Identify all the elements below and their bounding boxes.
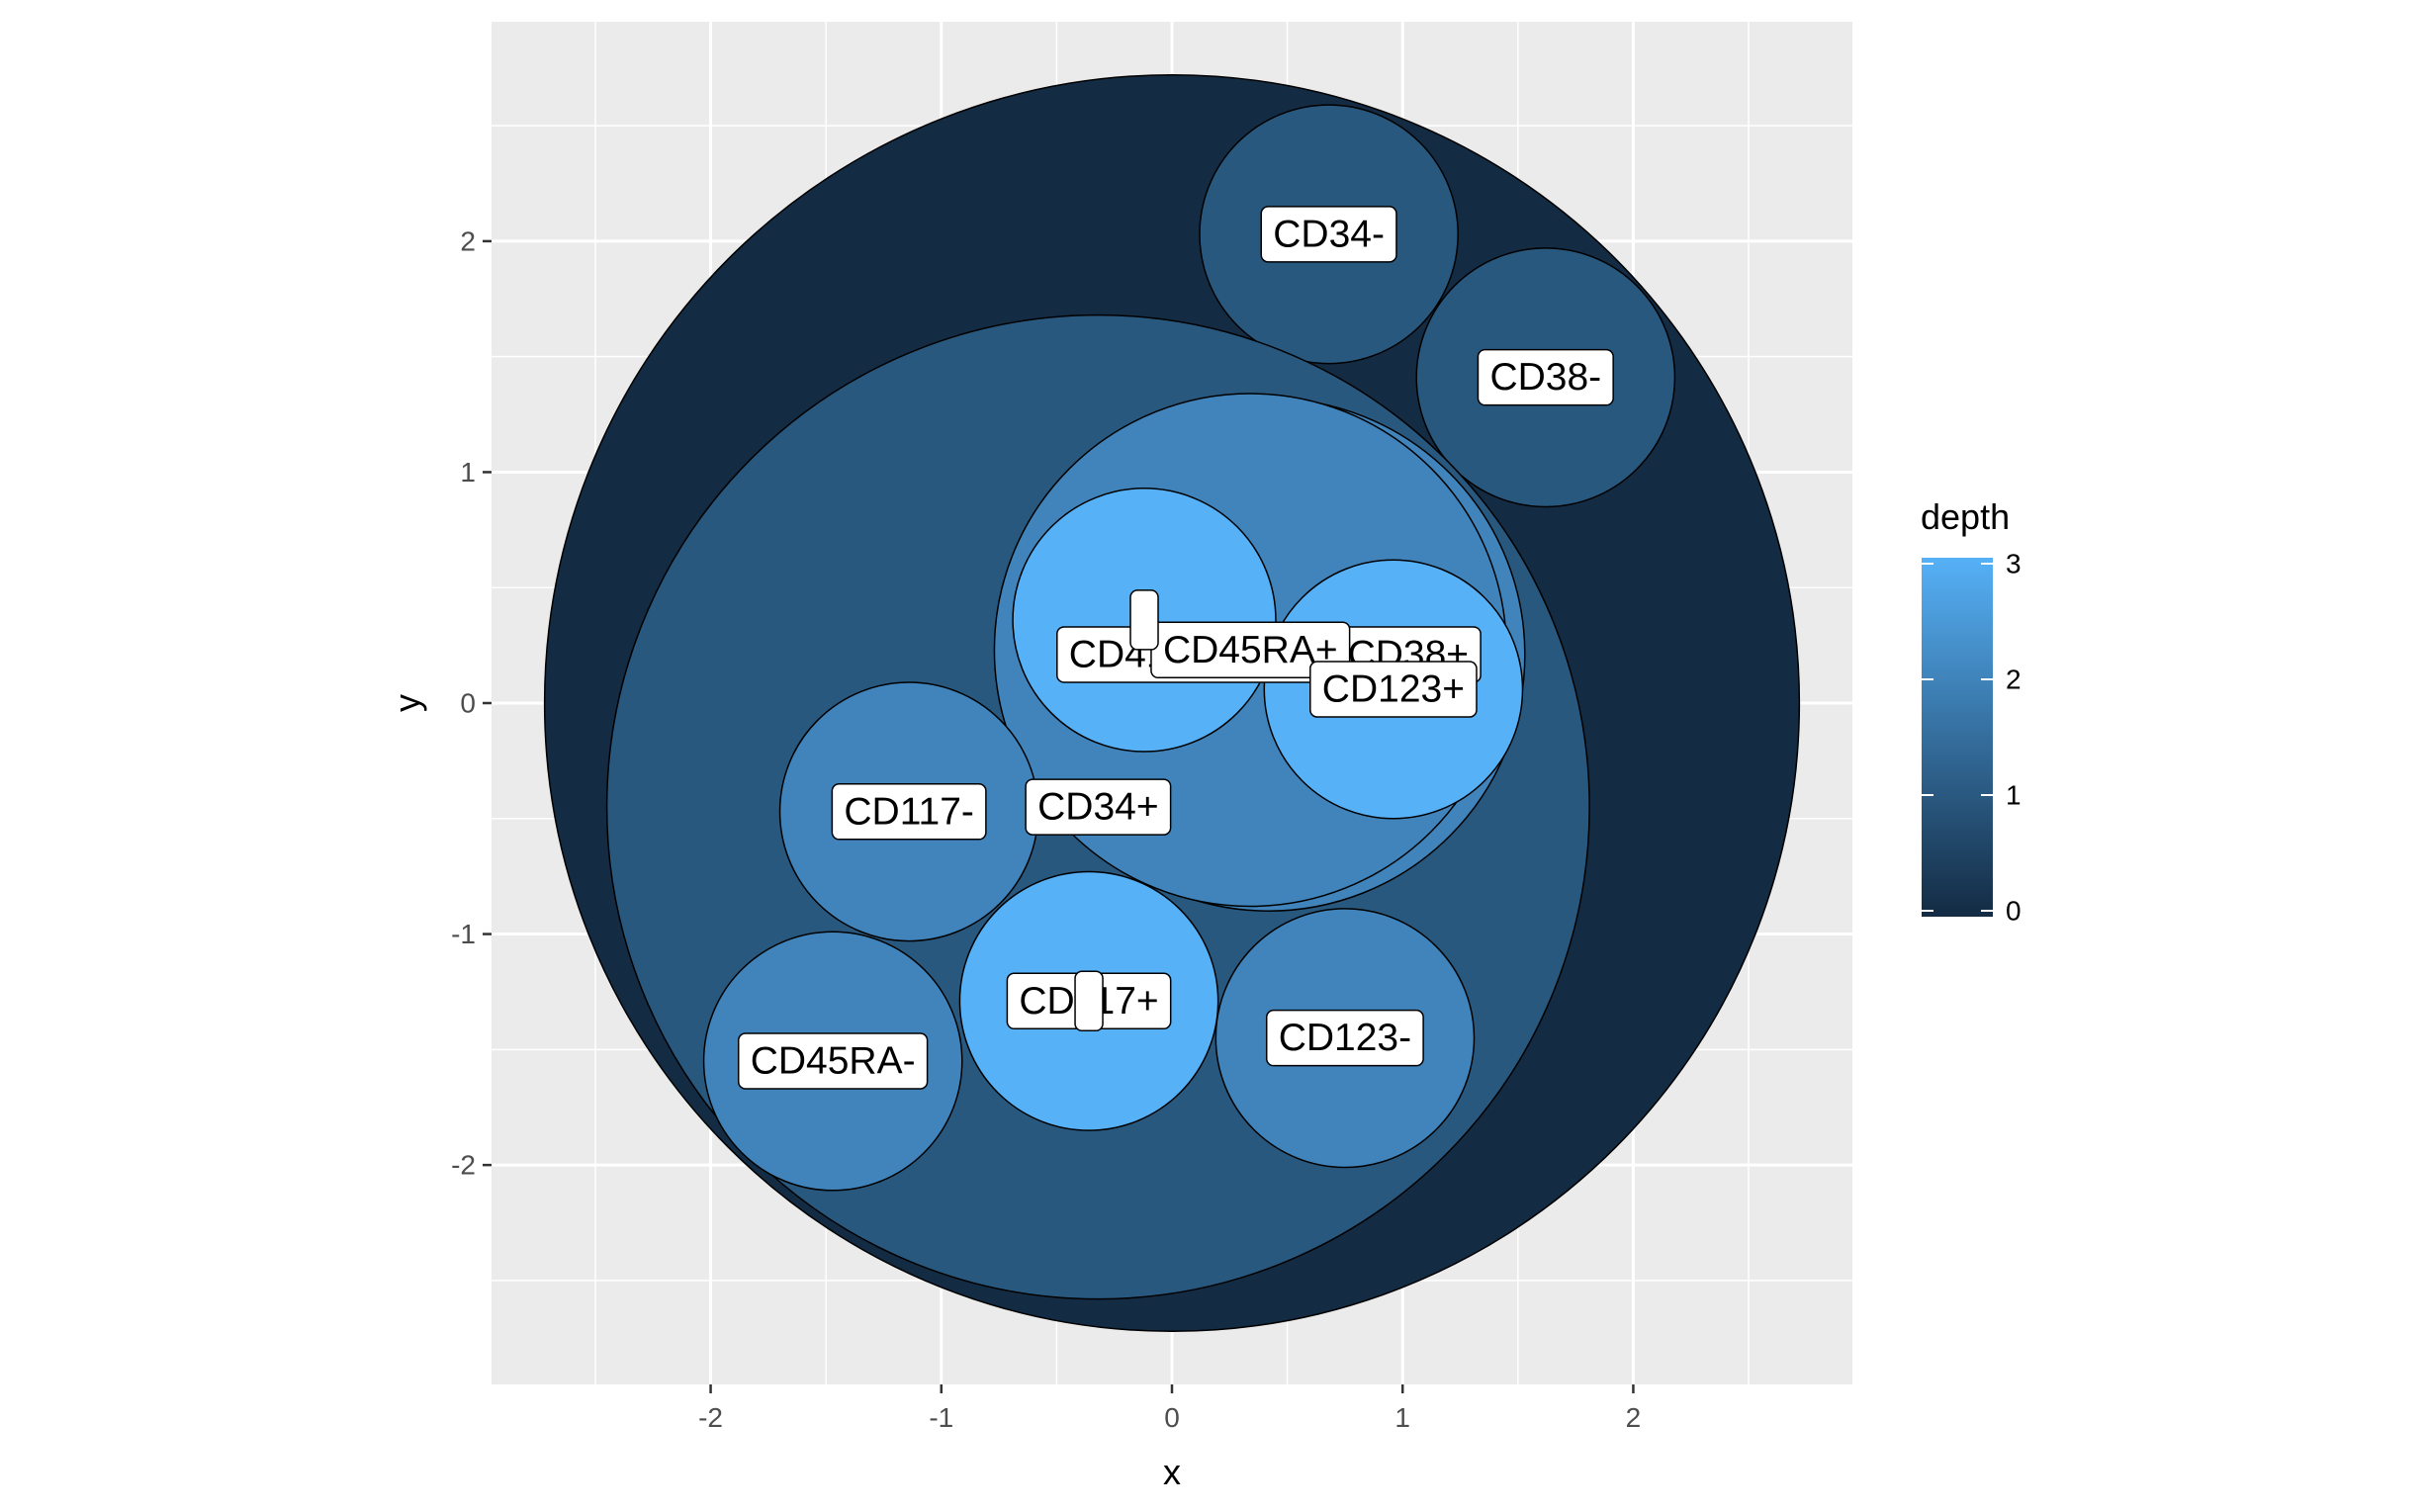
label-box	[1260, 206, 1397, 263]
circle-label: CD45RA+	[1150, 621, 1351, 679]
label-text: CD34+	[1037, 786, 1158, 829]
x-tick-label: 0	[1164, 1402, 1180, 1433]
label-text: CD123+	[1322, 667, 1465, 710]
label-box	[1074, 970, 1104, 1032]
y-tick-label: -2	[451, 1150, 476, 1181]
circle-label: CD34-	[1260, 206, 1397, 263]
legend-tick-label: 0	[2006, 896, 2022, 927]
y-axis: -2 -1 0 1 2	[451, 225, 492, 1181]
label-box	[1129, 589, 1159, 651]
label-text: CD45RA-	[751, 1040, 916, 1083]
circle-nodes	[543, 73, 1801, 1333]
label-box	[831, 783, 987, 841]
circle-label: CD123-	[1265, 1009, 1424, 1067]
legend: depth 0 1 2 3	[1921, 496, 2022, 927]
label-text: CD123-	[1279, 1017, 1411, 1059]
y-tick-label: -1	[451, 919, 476, 949]
label-box	[1309, 661, 1478, 718]
circle-labels: CD34-CD38-CD34+CD41hi CD61hi CD38+CD45RA…	[737, 206, 1614, 1090]
label-box	[1477, 348, 1614, 406]
label-box	[1265, 1009, 1424, 1067]
legend-tick-label: 1	[2006, 780, 2022, 811]
circle-label	[1074, 970, 1104, 1032]
label-text: CD45RA+	[1163, 629, 1338, 671]
x-tick-label: -1	[929, 1402, 953, 1433]
y-tick-label: 0	[460, 688, 476, 719]
circle-label: CD45RA-	[737, 1032, 929, 1090]
label-box	[1025, 778, 1172, 836]
x-tick-label: -2	[698, 1402, 723, 1433]
circle-label: CD117-	[831, 783, 987, 841]
x-axis-title: x	[1163, 1452, 1181, 1492]
label-text: CD38-	[1489, 356, 1601, 399]
circle-label: CD123+	[1309, 661, 1478, 718]
circle-label: CD38-	[1477, 348, 1614, 406]
label-text: CD117-	[844, 790, 974, 833]
circle-label	[1129, 589, 1159, 651]
y-axis-title: y	[387, 694, 427, 712]
y-tick-label: 1	[460, 457, 476, 488]
label-box	[737, 1032, 929, 1090]
label-text: CD34-	[1273, 213, 1385, 255]
x-tick-label: 2	[1626, 1402, 1642, 1433]
x-axis: -2 -1 0 1 2	[698, 1384, 1641, 1433]
x-tick-label: 1	[1394, 1402, 1410, 1433]
y-tick-label: 2	[460, 225, 476, 256]
circle-label: CD34+	[1025, 778, 1172, 836]
legend-tick-label: 3	[2006, 549, 2022, 579]
legend-ticks: 0 1 2 3	[1922, 549, 2022, 927]
legend-tick-label: 2	[2006, 665, 2022, 695]
legend-title: depth	[1921, 496, 2010, 537]
legend-colorbar	[1922, 558, 1993, 917]
